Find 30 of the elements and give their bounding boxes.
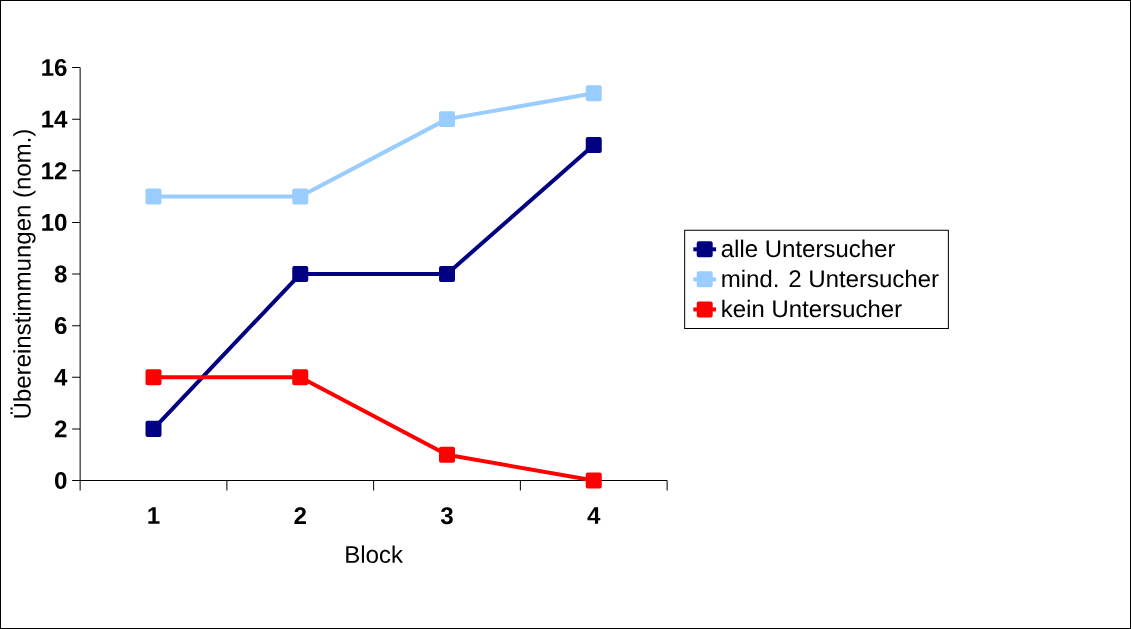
x-axis-title: Block — [346, 545, 404, 564]
legend-label: alle Untersucher — [721, 239, 896, 258]
point — [145, 369, 162, 386]
point — [292, 188, 309, 205]
x-tick-label: 1 — [148, 507, 160, 524]
y-axis-title: Übereinstimmungen (nom.) — [10, 130, 36, 418]
point — [585, 136, 602, 153]
x-tick-label: 2 — [294, 507, 306, 524]
point — [439, 111, 456, 128]
y-tick-label: 6 — [54, 317, 67, 335]
y-tick-label: 12 — [42, 162, 67, 180]
y-tick-label: 10 — [42, 213, 67, 231]
point — [145, 420, 162, 437]
point — [439, 446, 456, 463]
point — [585, 85, 602, 102]
point — [439, 266, 456, 282]
point — [145, 188, 162, 205]
point — [585, 472, 602, 489]
x-tick-label: 4 — [587, 507, 601, 524]
point — [292, 369, 309, 386]
point — [292, 266, 309, 282]
y-tick-label: 2 — [54, 420, 67, 438]
y-tick-label: 0 — [55, 471, 67, 489]
y-tick-label: 4 — [54, 368, 68, 386]
y-tick-label: 16 — [42, 58, 67, 76]
y-tick-label: 14 — [42, 110, 68, 128]
legend-label: kein Untersucher — [722, 299, 902, 318]
y-tick-label: 8 — [54, 265, 67, 283]
legend-label: mind. 2 Untersucher — [722, 269, 939, 288]
x-tick-label: 3 — [440, 507, 453, 525]
